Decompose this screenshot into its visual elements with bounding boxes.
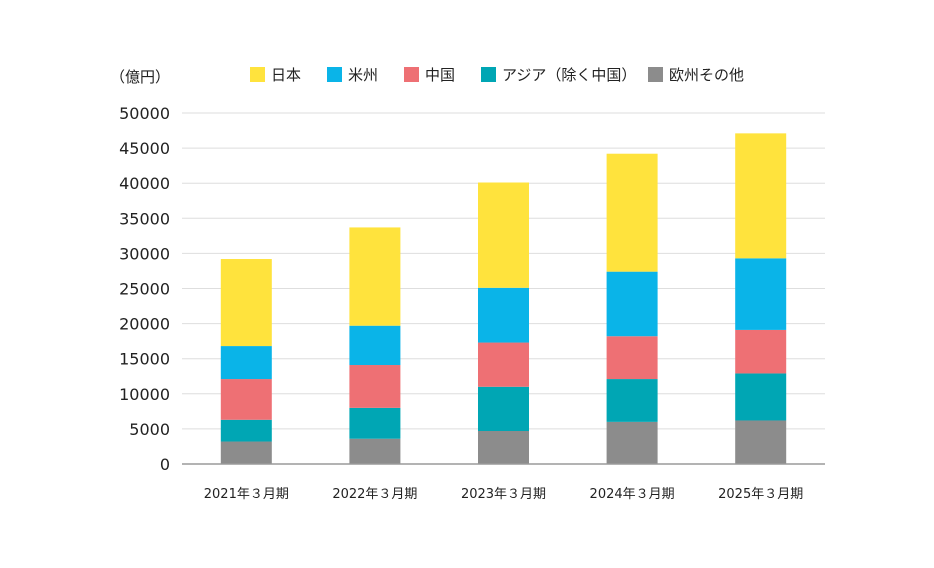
- x-category-label: 2024年３月期: [590, 487, 675, 502]
- bar-segment: [735, 373, 787, 421]
- x-category-label: 2023年３月期: [461, 487, 546, 502]
- bar-segment: [478, 386, 529, 432]
- x-axis-category-labels: 2021年３月期 2022年３月期 2023年３月期 2024年３月期 2025年３月期: [204, 487, 803, 502]
- legend-swatch: [648, 67, 663, 82]
- bar-segment: [735, 258, 787, 330]
- y-tick-label: 45000: [119, 139, 170, 158]
- bar-segment: [349, 438, 401, 464]
- bar-segment: [606, 271, 658, 337]
- y-axis-unit-label: （億円）: [110, 68, 170, 86]
- bar-segment: [606, 379, 658, 422]
- legend-swatch: [481, 67, 496, 82]
- bar-segment: [349, 325, 401, 366]
- bar-segment: [220, 419, 272, 442]
- legend: 日本 米州 中国 アジア（除く中国） 欧州その他: [250, 66, 744, 84]
- y-tick-label: 0: [160, 455, 170, 474]
- y-tick-label: 15000: [119, 350, 170, 369]
- y-tick-label: 35000: [119, 209, 170, 228]
- bars: [220, 133, 787, 464]
- x-category-label: 2021年３月期: [204, 487, 289, 502]
- bar-segment: [606, 421, 658, 464]
- bar-segment: [349, 227, 401, 326]
- bar-segment: [735, 329, 787, 374]
- y-tick-label: 10000: [119, 385, 170, 404]
- bar-segment: [478, 342, 529, 387]
- legend-label: アジア（除く中国）: [502, 66, 636, 84]
- bar-segment: [220, 259, 272, 347]
- y-tick-label: 30000: [119, 244, 170, 263]
- bar-segment: [220, 346, 272, 380]
- y-tick-label: 25000: [119, 280, 170, 299]
- y-tick-label: 40000: [119, 174, 170, 193]
- bar-segment: [478, 182, 529, 288]
- legend-label: 日本: [271, 66, 301, 84]
- bar-segment: [478, 287, 529, 343]
- bar-segment: [220, 379, 272, 420]
- bar-segment: [606, 336, 658, 380]
- legend-swatch: [404, 67, 419, 82]
- y-tick-label: 50000: [119, 104, 170, 123]
- bar-segment: [349, 365, 401, 408]
- bar-segment: [735, 420, 787, 464]
- y-tick-label: 20000: [119, 315, 170, 334]
- bar-segment: [349, 407, 401, 439]
- legend-label: 中国: [425, 66, 455, 84]
- legend-swatch: [327, 67, 342, 82]
- legend-label: 米州: [348, 66, 378, 84]
- bar-segment: [220, 441, 272, 464]
- bar-segment: [735, 133, 787, 259]
- y-axis-tick-labels: 0 5000 10000 15000 20000 25000 30000 35000 40000…: [119, 104, 170, 474]
- legend-swatch: [250, 67, 265, 82]
- y-tick-label: 5000: [129, 420, 170, 439]
- bar-segment: [478, 431, 529, 464]
- legend-label: 欧州その他: [669, 66, 744, 84]
- bar-segment: [606, 153, 658, 272]
- x-category-label: 2025年３月期: [718, 487, 803, 502]
- x-category-label: 2022年３月期: [332, 487, 417, 502]
